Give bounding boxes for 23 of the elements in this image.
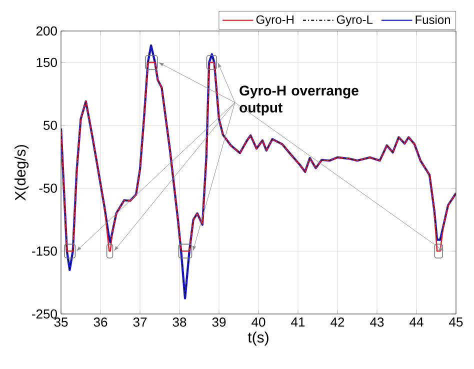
- x-tick-label: 44: [410, 318, 424, 326]
- x-tick-label: 35: [54, 318, 68, 327]
- x-tick-label: 39: [212, 318, 226, 327]
- x-tick-label: 38: [172, 318, 186, 327]
- y-tick-label: 50: [44, 120, 57, 130]
- annotation: Gyro-H overrange output: [240, 86, 358, 116]
- y-axis-title: X(deg/s): [14, 145, 29, 201]
- x-tick-label: 36: [94, 318, 108, 327]
- x-tick-label: 41: [291, 318, 305, 326]
- legend-label: Fusion: [416, 15, 450, 24]
- y-tick-label: 200: [36, 26, 57, 36]
- x-tick-label: 42: [330, 318, 344, 327]
- x-tick-label: 37: [133, 318, 147, 327]
- legend-label: Gyro-L: [336, 15, 373, 26]
- x-tick-label: 45: [449, 318, 463, 327]
- legend-label: Gyro-H: [256, 15, 294, 26]
- y-tick-label: -150: [32, 246, 57, 256]
- x-tick-label: 43: [370, 318, 384, 327]
- y-tick-label: -50: [39, 184, 57, 193]
- y-tick-label: -250: [32, 309, 57, 319]
- y-tick-label: 150: [36, 58, 57, 68]
- x-axis-title: t(s): [248, 332, 268, 346]
- x-tick-label: 40: [252, 318, 266, 327]
